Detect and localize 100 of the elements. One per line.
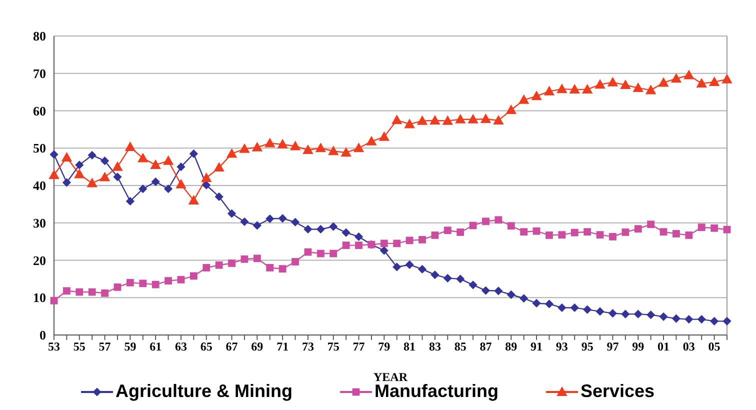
point bbox=[456, 228, 464, 236]
x-tick-label: 83 bbox=[428, 340, 441, 354]
point bbox=[354, 232, 363, 241]
point bbox=[328, 146, 338, 156]
point bbox=[316, 143, 326, 152]
point bbox=[698, 315, 706, 324]
point bbox=[685, 232, 693, 239]
point bbox=[253, 254, 261, 262]
point bbox=[507, 290, 516, 299]
point bbox=[87, 178, 98, 188]
point bbox=[63, 287, 70, 295]
point bbox=[556, 84, 567, 94]
x-tick-label: 79 bbox=[378, 340, 390, 354]
point bbox=[418, 265, 426, 274]
point bbox=[112, 162, 122, 171]
point bbox=[608, 77, 618, 86]
legend-label: Services bbox=[579, 381, 655, 402]
x-tick-label: 75 bbox=[327, 340, 340, 354]
point bbox=[76, 288, 84, 296]
point bbox=[150, 160, 161, 169]
point bbox=[723, 226, 731, 234]
point bbox=[228, 260, 236, 267]
y-tick-label: 20 bbox=[33, 252, 46, 268]
point bbox=[290, 141, 300, 150]
point bbox=[520, 228, 528, 236]
x-tick-label: 81 bbox=[404, 340, 416, 354]
point bbox=[253, 221, 262, 230]
point bbox=[100, 156, 109, 165]
point bbox=[252, 142, 262, 152]
x-tick-label: 73 bbox=[302, 340, 314, 354]
point bbox=[201, 173, 212, 182]
point bbox=[330, 250, 338, 258]
point bbox=[139, 280, 147, 288]
point bbox=[455, 114, 466, 124]
x-tick-label: 93 bbox=[556, 340, 568, 354]
point bbox=[442, 116, 453, 125]
point bbox=[532, 91, 542, 100]
point bbox=[138, 184, 147, 193]
point bbox=[417, 116, 428, 125]
point bbox=[633, 82, 644, 92]
point bbox=[444, 274, 452, 282]
point bbox=[710, 317, 718, 326]
point bbox=[658, 78, 669, 87]
point bbox=[494, 216, 502, 224]
point bbox=[480, 114, 491, 123]
point bbox=[722, 317, 732, 326]
point bbox=[126, 197, 134, 206]
point bbox=[88, 288, 96, 296]
point bbox=[75, 160, 84, 170]
point bbox=[126, 278, 134, 286]
point bbox=[595, 80, 606, 89]
point bbox=[710, 224, 718, 232]
point bbox=[62, 152, 72, 162]
point bbox=[278, 139, 288, 148]
point bbox=[393, 240, 401, 248]
point bbox=[176, 179, 186, 188]
point bbox=[431, 232, 439, 239]
x-tick-label: 53 bbox=[48, 340, 60, 354]
x-tick-label: 91 bbox=[530, 340, 543, 354]
point bbox=[456, 274, 464, 284]
point bbox=[558, 231, 566, 239]
point bbox=[342, 242, 350, 249]
y-tick-label: 10 bbox=[33, 290, 46, 306]
point bbox=[494, 286, 503, 295]
point bbox=[646, 310, 655, 319]
point bbox=[380, 246, 388, 255]
point bbox=[163, 156, 174, 165]
point bbox=[609, 233, 616, 240]
point bbox=[582, 84, 592, 94]
y-tick-label: 70 bbox=[33, 66, 46, 81]
point bbox=[354, 143, 364, 152]
point bbox=[188, 195, 199, 204]
point bbox=[506, 105, 516, 114]
y-tick-label: 40 bbox=[33, 178, 46, 194]
point bbox=[722, 74, 732, 84]
point bbox=[418, 236, 426, 244]
point bbox=[366, 136, 376, 146]
point bbox=[482, 286, 490, 295]
point bbox=[405, 260, 414, 269]
point bbox=[228, 209, 236, 218]
point bbox=[151, 178, 160, 186]
point bbox=[493, 115, 504, 124]
x-tick-label: 05 bbox=[708, 340, 720, 354]
point bbox=[380, 240, 388, 248]
point bbox=[620, 80, 630, 89]
point bbox=[696, 78, 707, 88]
x-tick-label: 63 bbox=[174, 340, 187, 354]
point bbox=[518, 94, 529, 104]
point bbox=[49, 170, 59, 180]
point bbox=[240, 218, 249, 226]
point bbox=[164, 184, 172, 193]
point bbox=[50, 150, 58, 159]
point bbox=[507, 222, 515, 230]
x-tick-label: 85 bbox=[454, 340, 466, 354]
point bbox=[468, 280, 478, 290]
point bbox=[316, 225, 325, 234]
y-tick-label: 0 bbox=[40, 328, 46, 343]
point bbox=[138, 153, 148, 162]
point bbox=[392, 262, 401, 272]
point bbox=[152, 280, 160, 288]
